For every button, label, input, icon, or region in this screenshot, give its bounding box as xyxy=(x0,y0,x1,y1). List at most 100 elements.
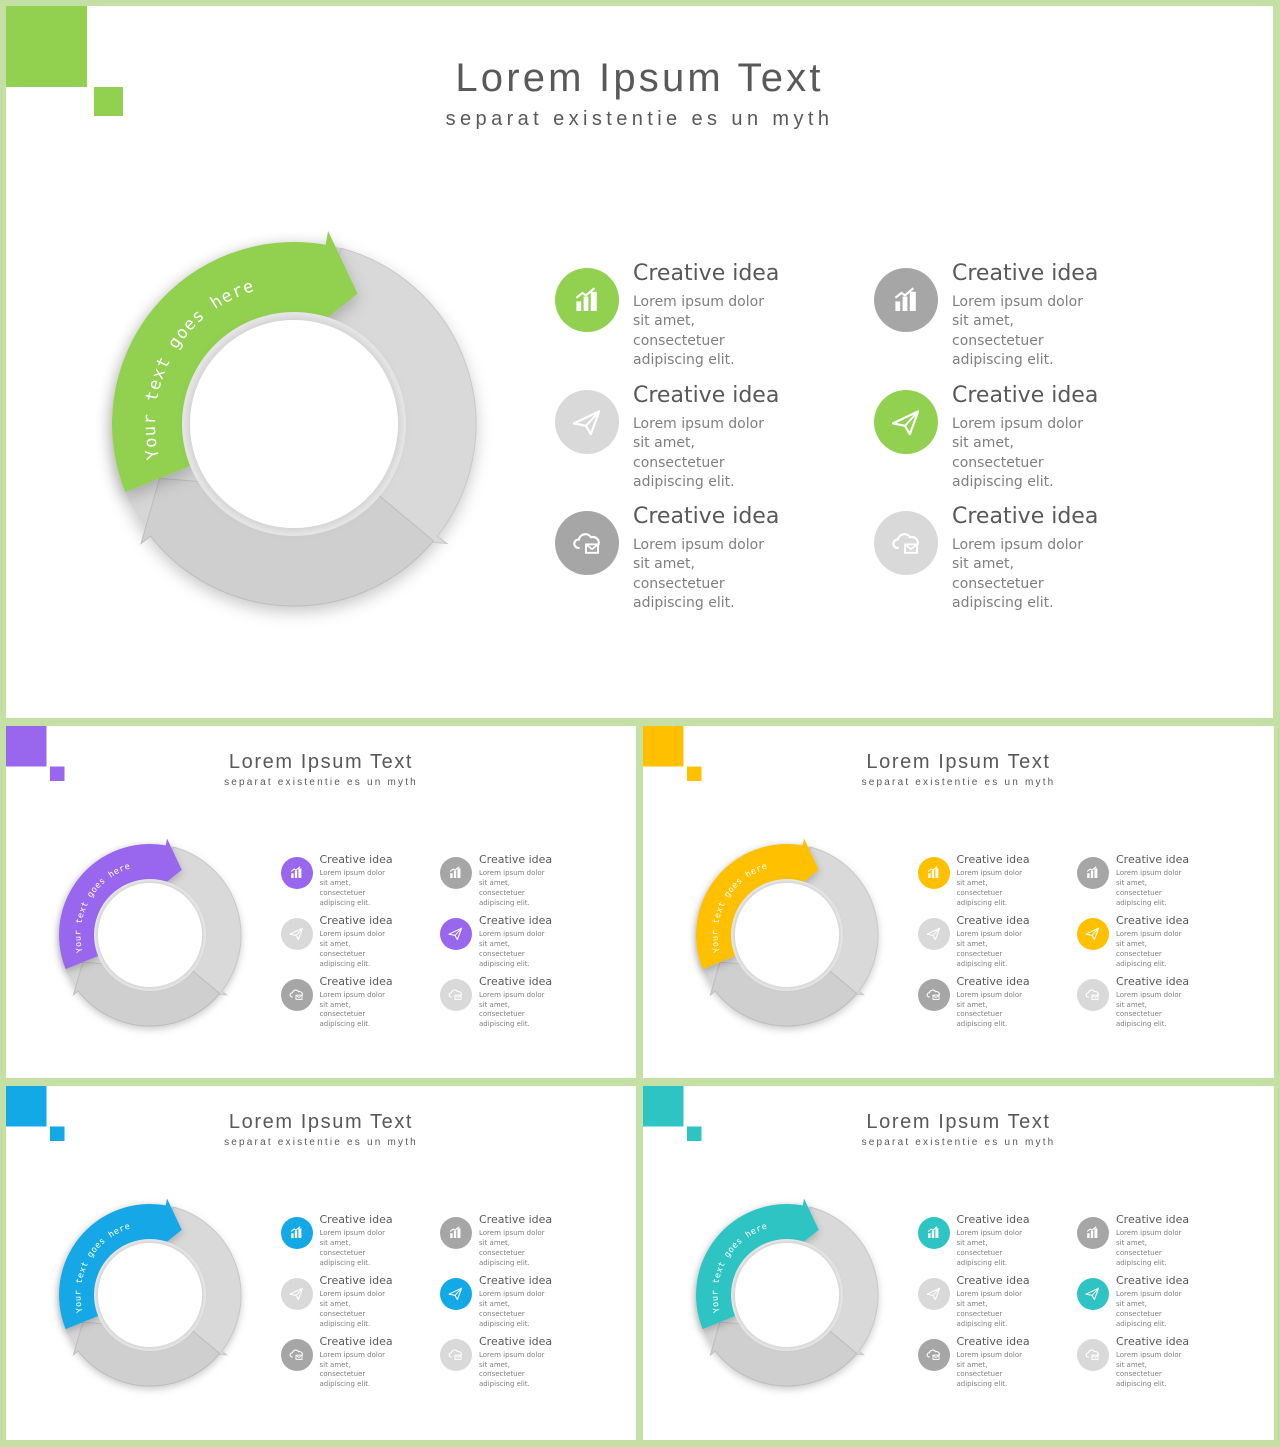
accent-square-large xyxy=(643,1086,684,1127)
slide-title: Lorem Ipsum Text xyxy=(866,1111,1051,1133)
center-circle xyxy=(98,1243,202,1347)
idea-description: Lorem ipsum dolor sit amet, consectetuer… xyxy=(1116,1229,1182,1267)
idea-description: Lorem ipsum dolor sit amet, consectetuer… xyxy=(319,869,385,907)
idea-description: Lorem ipsum dolor sit amet, consectetuer… xyxy=(319,1229,385,1267)
cycle-diagram: Your text goes here xyxy=(6,726,242,1027)
paper-plane-icon xyxy=(917,1278,950,1310)
idea-title: Creative idea xyxy=(479,974,553,988)
accent-square-small xyxy=(50,766,65,781)
bar-chart-icon xyxy=(917,1217,950,1249)
idea-title: Creative idea xyxy=(319,1213,393,1226)
cloud-mail-icon xyxy=(440,1338,472,1371)
idea-description: Lorem ipsum dolor sit amet, consectetuer… xyxy=(633,536,764,612)
idea-description: Lorem ipsum dolor sit amet, consectetuer… xyxy=(633,293,764,369)
idea-title: Creative idea xyxy=(1116,974,1190,988)
bar-chart-icon xyxy=(917,857,950,889)
idea-description: Lorem ipsum dolor sit amet, consectetuer… xyxy=(956,1229,1022,1267)
cloud-mail-icon xyxy=(917,1338,950,1371)
cloud-mail-icon xyxy=(1077,978,1109,1011)
idea-description: Lorem ipsum dolor sit amet, consectetuer… xyxy=(1116,930,1182,968)
idea-title: Creative idea xyxy=(952,504,1099,529)
accent-square-small xyxy=(687,766,702,781)
idea-title: Creative idea xyxy=(479,1334,553,1348)
idea-description: Lorem ipsum dolor sit amet, consectetuer… xyxy=(952,415,1083,491)
idea-title: Creative idea xyxy=(319,1274,393,1287)
cycle-diagram: Your text goes here xyxy=(643,1086,879,1387)
cloud-mail-icon xyxy=(280,978,313,1011)
accent-arrow xyxy=(696,1198,819,1330)
cycle-diagram: Your text goes here xyxy=(6,6,477,607)
idea-description: Lorem ipsum dolor sit amet, consectetuer… xyxy=(956,1350,1022,1389)
idea-title: Creative idea xyxy=(1116,914,1190,927)
idea-description: Lorem ipsum dolor sit amet, consectetuer… xyxy=(479,990,545,1029)
idea-title: Creative idea xyxy=(1116,1334,1190,1348)
bar-chart-icon xyxy=(440,1217,472,1249)
idea-description: Lorem ipsum dolor sit amet, consectetuer… xyxy=(633,415,764,491)
slide-title: Lorem Ipsum Text xyxy=(455,56,824,100)
cloud-mail-icon xyxy=(555,511,619,575)
idea-description: Lorem ipsum dolor sit amet, consectetuer… xyxy=(956,869,1022,907)
bar-chart-icon xyxy=(440,857,472,889)
cloud-mail-icon xyxy=(1077,1338,1109,1371)
idea-description: Lorem ipsum dolor sit amet, consectetuer… xyxy=(479,1229,545,1267)
paper-plane-icon xyxy=(917,918,950,950)
idea-title: Creative idea xyxy=(319,1334,393,1348)
cycle-diagram: Your text goes here xyxy=(643,726,879,1027)
center-circle xyxy=(735,883,839,987)
paper-plane-icon xyxy=(874,390,938,454)
cloud-mail-icon xyxy=(874,511,938,575)
idea-description: Lorem ipsum dolor sit amet, consectetuer… xyxy=(479,930,545,968)
accent-arrow xyxy=(696,838,819,970)
idea-description: Lorem ipsum dolor sit amet, consectetuer… xyxy=(956,990,1022,1029)
idea-title: Creative idea xyxy=(956,974,1030,988)
idea-title: Creative idea xyxy=(1116,1274,1190,1287)
idea-title: Creative idea xyxy=(956,853,1030,866)
bar-chart-icon xyxy=(280,1217,313,1249)
paper-plane-icon xyxy=(280,918,313,950)
paper-plane-icon xyxy=(280,1278,313,1310)
slide-subtitle: separat existentie es un myth xyxy=(861,1137,1056,1148)
idea-description: Lorem ipsum dolor sit amet, consectetuer… xyxy=(1116,1350,1182,1389)
accent-square-large xyxy=(6,726,47,767)
idea-title: Creative idea xyxy=(956,1274,1030,1287)
idea-description: Lorem ipsum dolor sit amet, consectetuer… xyxy=(1116,990,1182,1029)
accent-square-large xyxy=(6,1086,47,1127)
accent-arrow xyxy=(112,230,358,493)
paper-plane-icon xyxy=(1077,918,1109,950)
idea-title: Creative idea xyxy=(633,383,780,408)
bar-chart-icon xyxy=(280,857,313,889)
accent-square-large xyxy=(643,726,684,767)
idea-description: Lorem ipsum dolor sit amet, consectetuer… xyxy=(952,293,1083,369)
idea-description: Lorem ipsum dolor sit amet, consectetuer… xyxy=(479,869,545,907)
accent-arrow xyxy=(59,838,182,970)
idea-description: Lorem ipsum dolor sit amet, consectetuer… xyxy=(952,536,1083,612)
idea-title: Creative idea xyxy=(952,383,1099,408)
slide-orange: Your text goes here Lorem Ipsum Text separ… xyxy=(643,726,1274,1078)
cycle-diagram: Your text goes here xyxy=(6,1086,242,1387)
accent-square-small xyxy=(94,87,123,116)
slide-blue: Your text goes here Lorem Ipsum Text separ… xyxy=(6,1086,636,1440)
slide-teal: Your text goes here Lorem Ipsum Text separ… xyxy=(643,1086,1274,1440)
idea-description: Lorem ipsum dolor sit amet, consectetuer… xyxy=(956,930,1022,968)
bar-chart-icon xyxy=(1077,1217,1109,1249)
idea-description: Lorem ipsum dolor sit amet, consectetuer… xyxy=(319,990,385,1029)
idea-title: Creative idea xyxy=(319,853,393,866)
slide-title: Lorem Ipsum Text xyxy=(866,751,1051,773)
idea-title: Creative idea xyxy=(319,974,393,988)
slide-purple: Your text goes here Lorem Ipsum Text separ… xyxy=(6,726,636,1078)
slide-title: Lorem Ipsum Text xyxy=(228,751,414,773)
paper-plane-icon xyxy=(440,918,472,950)
idea-title: Creative idea xyxy=(956,1334,1030,1348)
bar-chart-icon xyxy=(1077,857,1109,889)
slide-subtitle: separat existentie es un myth xyxy=(445,108,834,130)
idea-description: Lorem ipsum dolor sit amet, consectetuer… xyxy=(1116,1290,1182,1328)
accent-arrow xyxy=(59,1198,182,1330)
idea-title: Creative idea xyxy=(479,914,553,927)
idea-title: Creative idea xyxy=(633,504,780,529)
idea-title: Creative idea xyxy=(1116,853,1190,866)
idea-title: Creative idea xyxy=(479,1274,553,1287)
center-circle xyxy=(98,883,202,987)
idea-description: Lorem ipsum dolor sit amet, consectetuer… xyxy=(319,930,385,968)
idea-title: Creative idea xyxy=(956,914,1030,927)
accent-square-large xyxy=(6,6,87,87)
